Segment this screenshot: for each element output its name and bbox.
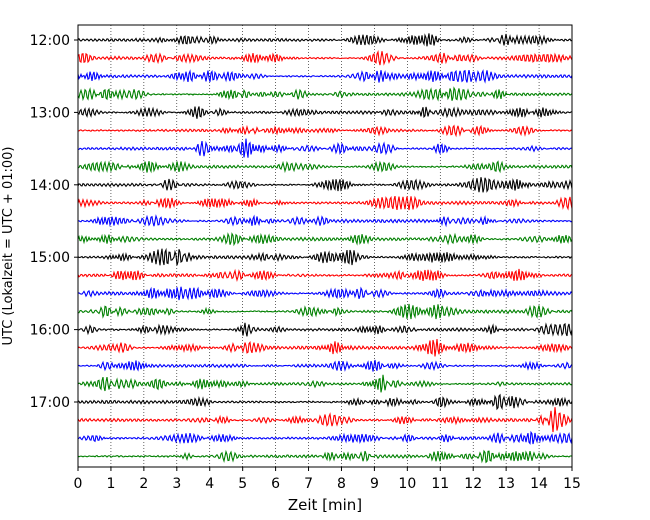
trace-group <box>77 33 573 464</box>
seismogram-trace-1 <box>77 50 573 66</box>
seismogram-trace-0 <box>77 33 573 47</box>
x-tick-label-1: 1 <box>106 476 115 492</box>
seismogram-trace-19 <box>77 374 573 393</box>
y-tick-label-0: 12:00 <box>30 33 70 49</box>
x-axis: 0 1 2 3 4 5 6 7 8 9 10 11 12 13 14 15 <box>74 467 581 492</box>
seismogram-trace-23 <box>77 449 573 464</box>
y-tick-label-3: 15:00 <box>30 250 70 266</box>
seismogram-trace-6 <box>77 138 573 158</box>
seismogram-trace-13 <box>77 268 573 282</box>
seismogram-trace-9 <box>77 195 573 211</box>
x-tick-label-9: 9 <box>370 476 379 492</box>
y-tick-label-1: 13:00 <box>30 105 70 121</box>
y-tick-label-2: 14:00 <box>30 178 70 194</box>
seismogram-trace-12 <box>77 247 573 266</box>
seismogram-trace-22 <box>77 430 573 445</box>
x-tick-label-12: 12 <box>464 476 482 492</box>
seismogram-trace-16 <box>77 322 573 337</box>
y-tick-label-5: 17:00 <box>30 395 70 411</box>
x-tick-label-7: 7 <box>304 476 313 492</box>
x-tick-label-5: 5 <box>238 476 247 492</box>
seismogram-trace-15 <box>77 303 573 320</box>
seismogram-trace-10 <box>77 214 573 228</box>
plot-frame <box>77 24 573 468</box>
seismogram-trace-17 <box>77 339 573 357</box>
y-tick-label-4: 16:00 <box>30 323 70 339</box>
seismogram-trace-4 <box>77 106 573 119</box>
seismogram-trace-20 <box>77 393 573 411</box>
seismogram-trace-2 <box>77 69 573 84</box>
x-tick-label-15: 15 <box>563 476 581 492</box>
x-tick-label-0: 0 <box>74 476 83 492</box>
seismogram-trace-5 <box>77 124 573 138</box>
y-axis-label: UTC (Lokalzeit = UTC + 01:00) <box>1 147 16 346</box>
x-tick-label-13: 13 <box>497 476 515 492</box>
seismogram-trace-3 <box>77 86 573 102</box>
x-tick-label-4: 4 <box>205 476 214 492</box>
y-axis: 12:00 13:00 14:00 15:00 16:00 17:00 <box>30 33 78 411</box>
x-tick-label-3: 3 <box>172 476 181 492</box>
x-tick-label-11: 11 <box>431 476 449 492</box>
x-tick-label-8: 8 <box>337 476 346 492</box>
seismogram-trace-21 <box>77 407 573 433</box>
seismogram-trace-8 <box>77 177 573 193</box>
seismogram-trace-11 <box>77 232 573 247</box>
x-axis-label: Zeit [min] <box>288 496 362 514</box>
x-tick-label-2: 2 <box>139 476 148 492</box>
x-tick-label-14: 14 <box>530 476 548 492</box>
x-tick-label-10: 10 <box>398 476 416 492</box>
seismogram-trace-18 <box>77 359 573 372</box>
seismogram-trace-7 <box>77 160 573 174</box>
seismogram-trace-14 <box>77 286 573 301</box>
x-tick-label-6: 6 <box>271 476 280 492</box>
